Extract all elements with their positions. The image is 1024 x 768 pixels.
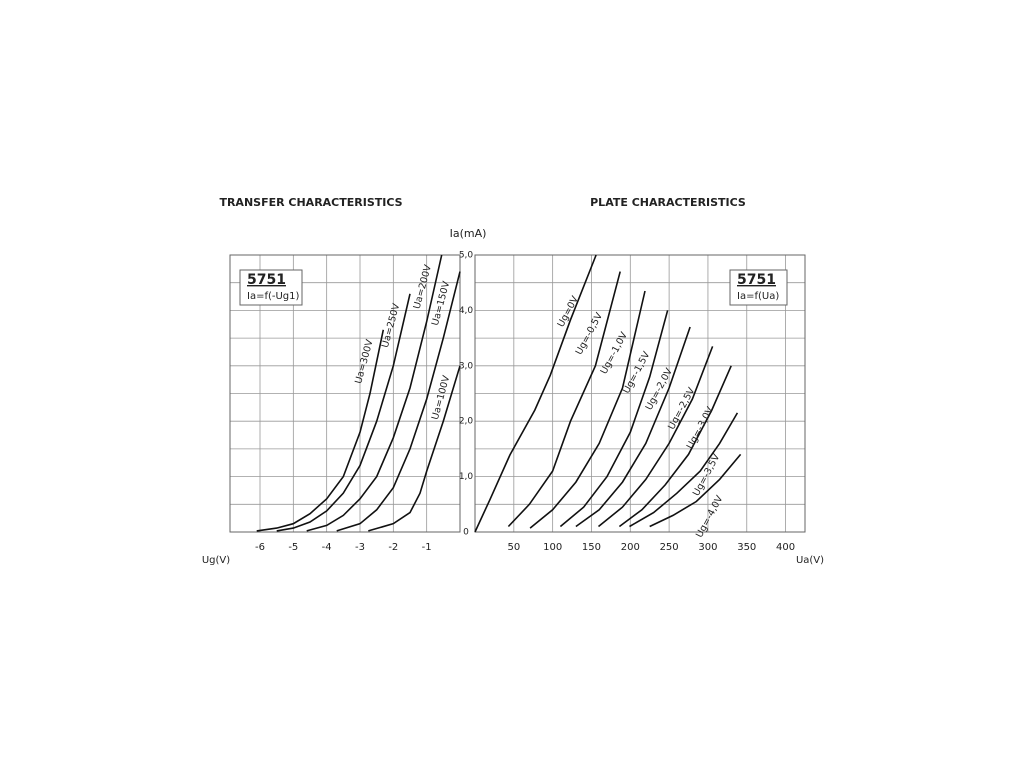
x-tick-label: 400 <box>776 542 795 553</box>
x-axis-label: Ug(V) <box>202 555 230 566</box>
curve <box>306 254 443 532</box>
chart-title: PLATE CHARACTERISTICS <box>590 196 746 209</box>
y-tick-label: 4,0 <box>459 306 474 316</box>
curve <box>507 271 621 528</box>
y-tick-label: 3,0 <box>459 361 474 371</box>
curve-label: Ug=-2,0V <box>644 366 676 412</box>
y-tick-label: 5,0 <box>459 251 474 261</box>
y-tick-label: 2,0 <box>459 417 474 427</box>
x-tick-label: -6 <box>255 542 265 553</box>
plot-frame <box>474 254 806 533</box>
curve <box>597 346 714 528</box>
x-tick-label: 150 <box>582 542 601 553</box>
x-tick-label: 200 <box>621 542 640 553</box>
curve-label: Ua=150V <box>430 280 452 327</box>
annotation: Ia=f(Ua) <box>737 291 779 302</box>
curve-label: Ug=-2,5V <box>666 385 698 431</box>
x-tick-label: -1 <box>422 542 432 553</box>
x-tick-label: 300 <box>698 542 717 553</box>
annotation-box <box>729 269 788 306</box>
curve-label: Ug=-3,0V <box>685 405 717 451</box>
x-tick-label: 350 <box>737 542 756 553</box>
curve <box>256 329 385 532</box>
curve <box>575 326 691 528</box>
curve-label: Ug=-0,5V <box>574 311 606 357</box>
curve <box>336 271 461 532</box>
x-tick-label: -4 <box>322 542 332 553</box>
curve <box>559 310 669 528</box>
x-tick-label: -5 <box>288 542 298 553</box>
curve <box>368 365 461 532</box>
x-tick-label: 50 <box>507 542 520 553</box>
annotation-box <box>239 269 303 306</box>
curve-label: Ua=100V <box>430 374 452 421</box>
curve <box>629 412 739 528</box>
annotation: 5751 <box>247 272 286 288</box>
curve <box>529 290 646 529</box>
annotation: Ia=f(-Ug1) <box>247 291 300 302</box>
y-tick-label: 0 <box>463 528 469 538</box>
curve <box>618 365 732 528</box>
curve-label: Ua=300V <box>353 338 375 385</box>
curve-label: Ug=-4,0V <box>694 493 726 539</box>
plot-frame <box>229 254 461 533</box>
chart-title: TRANSFER CHARACTERISTICS <box>219 196 402 209</box>
curve <box>474 254 597 533</box>
y-axis-label: Ia(mA) <box>450 227 487 240</box>
x-tick-label: -3 <box>355 542 365 553</box>
y-tick-label: 1,0 <box>459 472 474 482</box>
x-axis-label: Ua(V) <box>796 555 824 566</box>
annotation: 5751 <box>737 272 776 288</box>
x-tick-label: -2 <box>388 542 398 553</box>
x-tick-label: 100 <box>543 542 562 553</box>
curve <box>649 453 742 528</box>
x-tick-label: 250 <box>660 542 679 553</box>
curve <box>276 293 411 532</box>
